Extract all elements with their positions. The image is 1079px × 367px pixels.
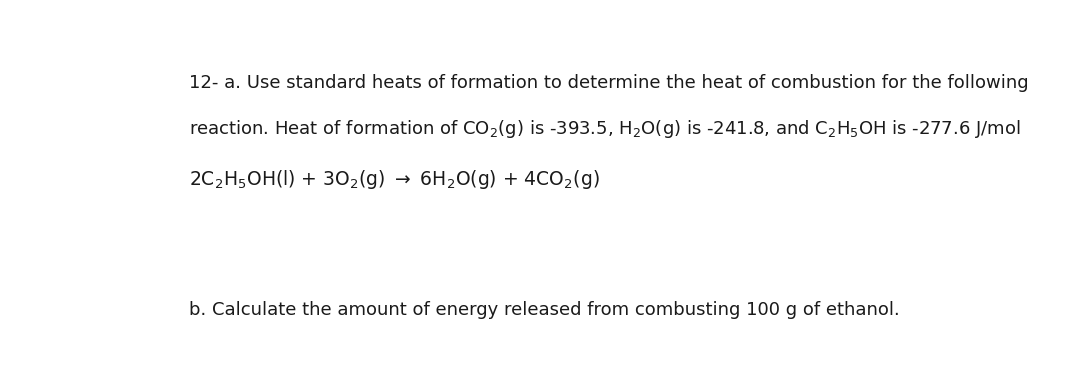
Text: 2C$_2$H$_5$OH(l) + 3O$_2$(g) $\rightarrow$ 6H$_2$O(g) + 4CO$_2$(g): 2C$_2$H$_5$OH(l) + 3O$_2$(g) $\rightarro… — [189, 168, 600, 191]
Text: 12- a. Use standard heats of formation to determine the heat of combustion for t: 12- a. Use standard heats of formation t… — [189, 74, 1029, 92]
Text: b. Calculate the amount of energy released from combusting 100 g of ethanol.: b. Calculate the amount of energy releas… — [189, 301, 900, 319]
Text: reaction. Heat of formation of CO$_2$(g) is -393.5, H$_2$O(g) is -241.8, and C$_: reaction. Heat of formation of CO$_2$(g)… — [189, 117, 1021, 139]
